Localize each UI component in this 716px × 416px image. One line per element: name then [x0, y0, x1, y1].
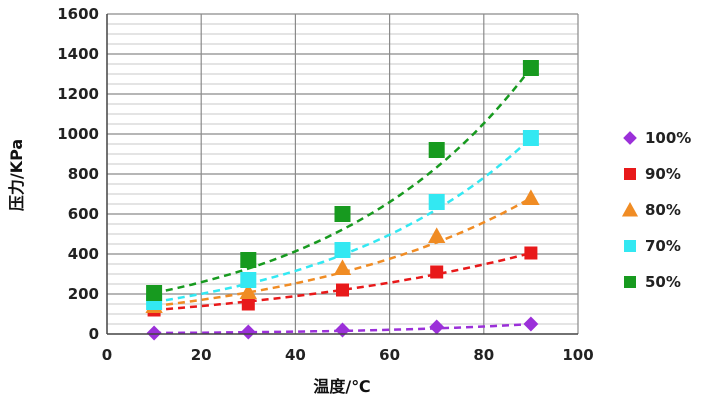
data-point-90% — [241, 297, 255, 311]
data-point-100% — [429, 319, 445, 335]
trendline-50% — [153, 67, 532, 295]
data-point-90% — [430, 265, 444, 279]
axes — [106, 14, 578, 335]
trendline-90% — [154, 251, 532, 312]
data-point-80% — [333, 259, 352, 275]
x-tick-label: 80 — [473, 346, 494, 364]
x-tick-label: 40 — [285, 346, 306, 364]
legend-marker-90% — [624, 168, 636, 180]
legend-marker-70% — [624, 240, 636, 252]
data-point-50% — [146, 285, 163, 301]
y-tick-label: 1200 — [57, 85, 99, 103]
legend-label: 80% — [645, 201, 681, 219]
data-point-80% — [239, 283, 257, 299]
y-axis-label: 压力/KPa — [7, 139, 26, 211]
trendline-100% — [154, 322, 531, 335]
y-tick-label: 1000 — [57, 125, 99, 143]
trendline-80% — [153, 196, 532, 308]
legend-label: 70% — [645, 237, 681, 255]
data-point-50% — [334, 206, 351, 222]
y-tick-label: 1600 — [57, 5, 99, 23]
data-point-50% — [240, 252, 257, 268]
y-tick-label: 200 — [68, 285, 99, 303]
y-tick-label: 800 — [68, 165, 99, 183]
legend-label: 50% — [645, 273, 681, 291]
data-point-70% — [522, 130, 539, 146]
data-point-50% — [522, 60, 539, 76]
y-tick-label: 600 — [68, 205, 99, 223]
data-point-70% — [334, 242, 351, 258]
x-tick-label: 20 — [191, 346, 212, 364]
data-point-100% — [523, 316, 539, 332]
data-point-70% — [428, 194, 445, 210]
legend-label: 90% — [645, 165, 681, 183]
data-point-80% — [428, 227, 446, 243]
legend-label: 100% — [645, 129, 691, 147]
legend: 100% 90% 80% 70% 50% — [621, 129, 691, 291]
data-point-100% — [240, 324, 256, 340]
tick-labels: 0 200 400 600 800 1000 1200 1400 1600 0 20 40 60 80 10… — [57, 5, 593, 364]
data-point-100% — [335, 322, 350, 338]
data-point-100% — [146, 325, 162, 341]
legend-marker-80% — [621, 201, 639, 217]
x-tick-label: 0 — [102, 346, 112, 364]
x-tick-label: 100 — [562, 346, 593, 364]
data-point-90% — [336, 283, 349, 297]
data-point-80% — [522, 189, 540, 205]
y-tick-label: 0 — [89, 325, 99, 343]
data-point-50% — [428, 142, 445, 158]
data-point-90% — [524, 246, 538, 260]
legend-marker-50% — [624, 276, 636, 288]
legend-marker-100% — [623, 131, 637, 145]
y-tick-label: 400 — [68, 245, 99, 263]
x-axis-label: 温度/℃ — [312, 377, 370, 396]
x-tick-label: 60 — [379, 346, 400, 364]
data-point-70% — [240, 272, 257, 288]
data-markers — [145, 60, 540, 341]
y-tick-label: 1400 — [57, 45, 99, 63]
